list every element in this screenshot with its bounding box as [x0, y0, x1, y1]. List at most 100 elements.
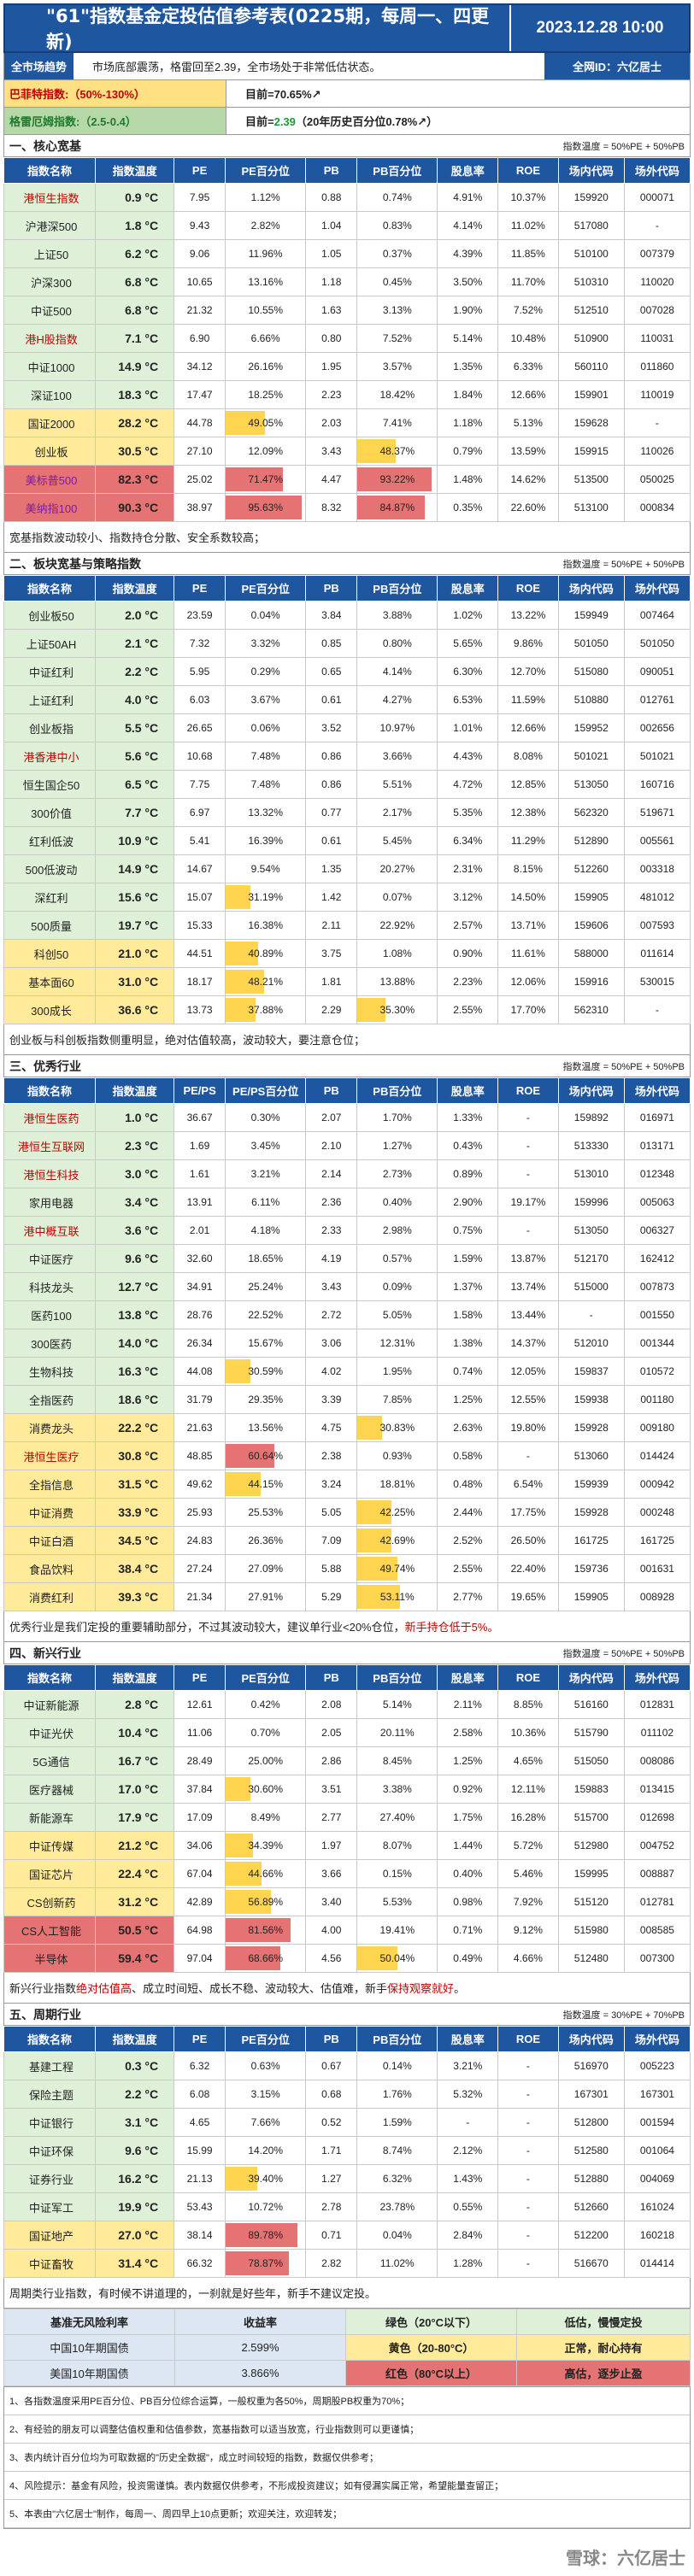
- percentile-bar: [357, 1472, 373, 1496]
- roe: 13.71%: [497, 911, 559, 940]
- buffett-label: 巴菲特指数:（50%-130%）: [4, 80, 226, 107]
- index-name-text: 中证白酒: [29, 1534, 74, 1548]
- column-header: 指数名称: [3, 157, 97, 184]
- percentile-bar: [357, 1218, 360, 1242]
- otc-code: 007873: [623, 1272, 691, 1301]
- dividend-yield: 0.89%: [437, 1159, 499, 1188]
- exchange-code: 513050: [557, 1216, 625, 1245]
- exchange-code: 512510: [557, 296, 625, 325]
- pb-percentile: 2.98%: [356, 1216, 438, 1245]
- exchange-code: 159628: [557, 408, 625, 437]
- pb-percentile: 1.70%: [356, 1103, 438, 1132]
- pe-percentile-text: 81.56%: [248, 1924, 284, 1936]
- roe: 8.15%: [497, 854, 559, 883]
- pb-percentile-text: 20.11%: [379, 1727, 415, 1739]
- dividend-yield: 1.25%: [437, 1385, 499, 1414]
- pb-percentile-text: 53.11%: [379, 1591, 415, 1603]
- index-temperature: 3.0 °C: [95, 1159, 175, 1188]
- roe: 12.66%: [497, 713, 559, 742]
- index-temperature: 21.0 °C: [95, 939, 175, 968]
- dividend-yield: 4.43%: [437, 742, 499, 771]
- pb-percentile: 7.85%: [356, 1385, 438, 1414]
- pe-percentile: 60.64%: [225, 1441, 307, 1470]
- table-row: 食品饮料 38.4 °C 27.24 27.09% 5.88 49.74% 2.55% 22.…: [3, 1554, 691, 1583]
- dividend-yield: 2.31%: [437, 854, 499, 883]
- index-name: 上证红利: [3, 685, 97, 714]
- exchange-code: 159736: [557, 1554, 625, 1583]
- column-header: 场内代码: [557, 575, 625, 601]
- section-header: 一、核心宽基 指数温度 = 50%PE + 50%PB: [3, 135, 691, 157]
- pb-percentile: 10.97%: [356, 713, 438, 742]
- pb-percentile: 0.07%: [356, 883, 438, 912]
- index-temperature: 4.0 °C: [95, 685, 175, 714]
- pe-value: 15.99: [174, 2136, 226, 2165]
- roe: 13.87%: [497, 1244, 559, 1273]
- exchange-code: 515120: [557, 1887, 625, 1916]
- pb-percentile: 12.31%: [356, 1329, 438, 1358]
- percentile-bar: [226, 1946, 281, 1970]
- pb-value: 5.05: [305, 1498, 358, 1527]
- percentile-bar: [357, 1834, 364, 1857]
- exchange-code: 512200: [557, 2221, 625, 2250]
- pe-value: 13.73: [174, 995, 226, 1024]
- percentile-bar: [357, 298, 360, 322]
- pb-percentile-text: 48.37%: [379, 445, 415, 457]
- otc-code: 010572: [623, 1357, 691, 1386]
- index-name-text: 中证新能源: [23, 1699, 79, 1712]
- pe-percentile-text: 8.49%: [250, 1811, 280, 1823]
- pe-percentile-text: 44.66%: [248, 1868, 284, 1880]
- section-formula: 指数温度 = 50%PE + 50%PB: [562, 1061, 685, 1072]
- exchange-code: 159920: [557, 183, 625, 212]
- pb-value: 3.66: [305, 1859, 358, 1888]
- pe-percentile-text: 30.60%: [248, 1783, 284, 1795]
- roe: 22.40%: [497, 1554, 559, 1583]
- index-name: 新能源车: [3, 1803, 97, 1832]
- index-name-text: CS人工智能: [21, 1924, 82, 1938]
- index-name: 港中概互联: [3, 1216, 97, 1245]
- pb-value: 1.63: [305, 296, 358, 325]
- exchange-code: 516670: [557, 2249, 625, 2278]
- index-name: 生物科技: [3, 1357, 97, 1386]
- column-header: PE百分位: [225, 2026, 307, 2052]
- pe-percentile-text: 25.24%: [248, 1281, 284, 1293]
- percentile-bar: [226, 1890, 272, 1914]
- percentile-bar: [226, 439, 235, 463]
- exchange-code: 510900: [557, 324, 625, 353]
- exchange-code: 512890: [557, 826, 625, 855]
- percentile-bar: [226, 298, 234, 322]
- section-formula: 指数温度 = 50%PE + 50%PB: [562, 1648, 685, 1659]
- pb-percentile-text: 2.17%: [382, 807, 412, 819]
- otc-code: -: [623, 408, 691, 437]
- index-name: 医疗器械: [3, 1775, 97, 1804]
- pb-value: 0.86: [305, 742, 358, 771]
- pe-percentile-text: 16.39%: [248, 835, 284, 847]
- percentile-bar: [226, 1585, 248, 1609]
- pe-percentile: 3.67%: [225, 685, 307, 714]
- pb-value: 2.82: [305, 2249, 358, 2278]
- pe-value: 7.95: [174, 183, 226, 212]
- index-name-text: 生物科技: [29, 1365, 74, 1379]
- advice-red: 高估，逐步止盈: [516, 2360, 691, 2386]
- index-name: 美纳指100: [3, 493, 97, 522]
- pb-value: 3.43: [305, 437, 358, 466]
- pb-percentile-text: 7.41%: [382, 417, 412, 429]
- pb-percentile: 0.09%: [356, 1272, 438, 1301]
- section-title: 五、周期行业: [9, 2007, 81, 2021]
- pe-percentile: 10.55%: [225, 296, 307, 325]
- roe: 6.33%: [497, 352, 559, 381]
- pe-percentile: 95.63%: [225, 493, 307, 522]
- percentile-bar: [226, 1218, 229, 1242]
- index-name-text: 中证畜牧: [29, 2257, 74, 2271]
- pb-value: 3.52: [305, 713, 358, 742]
- index-name: 中证银行: [3, 2108, 97, 2137]
- pe-value: 6.97: [174, 798, 226, 827]
- pe-value: 9.43: [174, 211, 226, 240]
- pe-percentile-text: 3.15%: [250, 2088, 280, 2100]
- pe-value: 38.14: [174, 2221, 226, 2250]
- table-row: 美标普500 82.3 °C 25.02 71.47% 4.47 93.22% 1.48% 1…: [3, 465, 691, 494]
- percentile-bar: [226, 2167, 257, 2191]
- roe: -: [497, 1159, 559, 1188]
- index-name: 港恒生医药: [3, 1103, 97, 1132]
- percentile-bar: [226, 801, 236, 824]
- roe: 11.85%: [497, 239, 559, 268]
